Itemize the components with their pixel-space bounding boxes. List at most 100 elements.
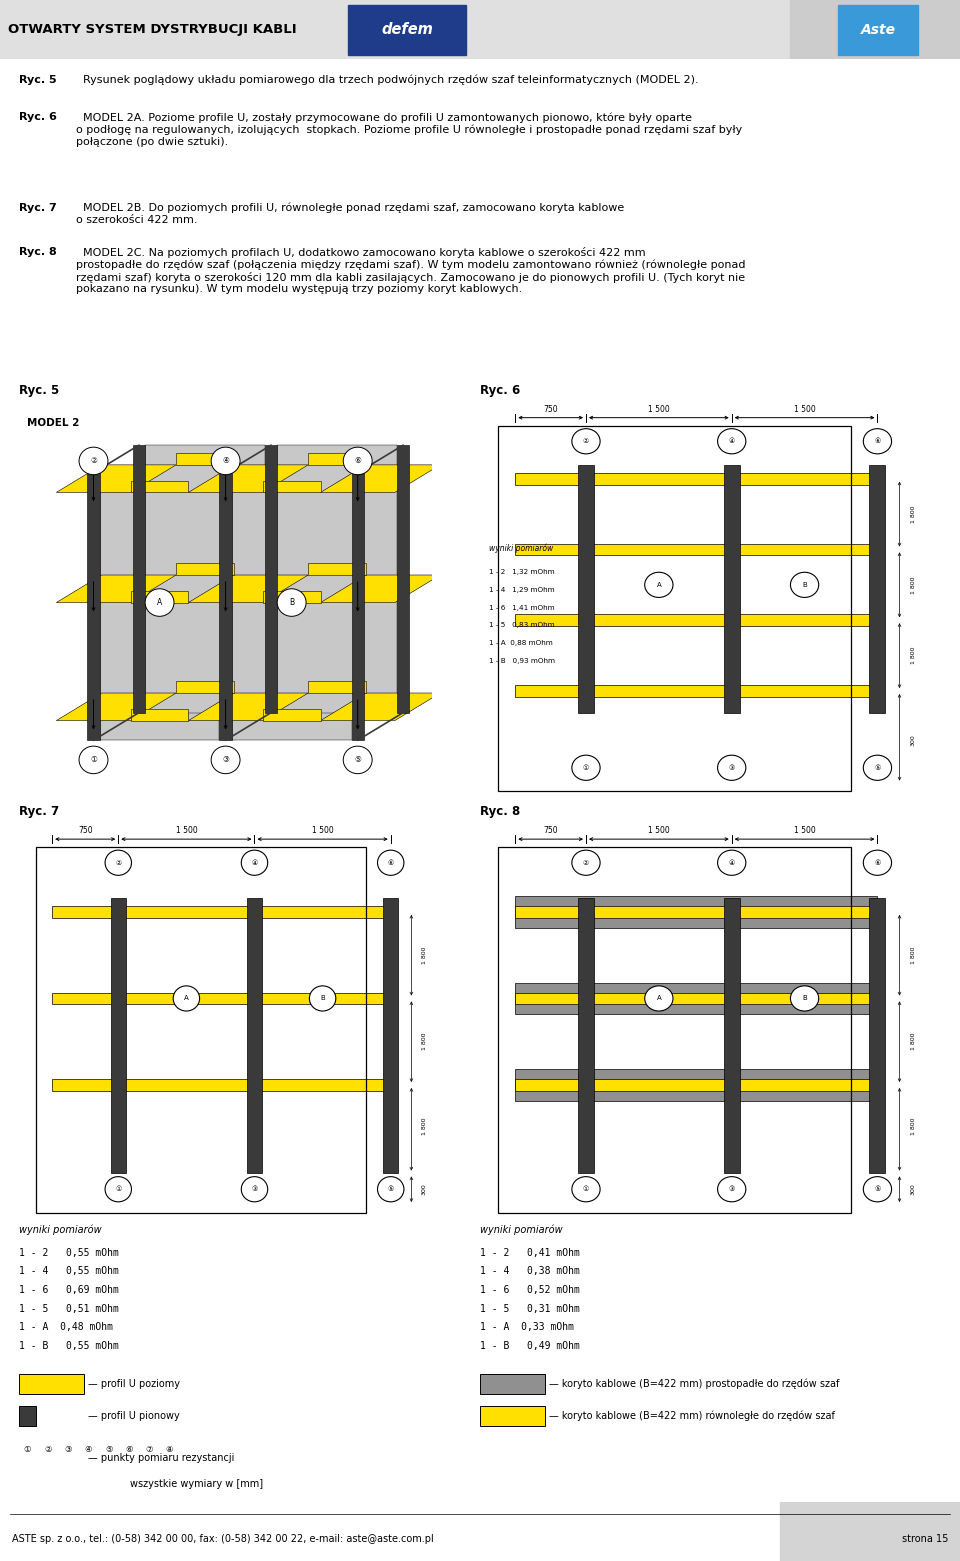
Text: 1 - 6   0,69 mOhm: 1 - 6 0,69 mOhm <box>19 1285 119 1296</box>
Text: A: A <box>657 996 661 1002</box>
Text: Ryc. 5: Ryc. 5 <box>19 75 57 84</box>
Text: ⑥: ⑥ <box>875 439 880 445</box>
Text: 1 800: 1 800 <box>421 1118 426 1135</box>
Text: 1 800: 1 800 <box>910 506 916 523</box>
Bar <box>247 898 262 1174</box>
Bar <box>308 453 366 465</box>
Bar <box>132 445 145 713</box>
Text: 1 - 4   1,29 mOhm: 1 - 4 1,29 mOhm <box>489 587 555 593</box>
Bar <box>263 590 321 603</box>
Text: 1 800: 1 800 <box>421 946 426 965</box>
Text: 1 800: 1 800 <box>910 576 916 593</box>
Text: ③: ③ <box>252 1186 257 1193</box>
Text: 750: 750 <box>543 826 558 835</box>
Text: 1 - B   0,49 mOhm: 1 - B 0,49 mOhm <box>480 1341 580 1350</box>
Bar <box>131 481 188 492</box>
Text: MODEL 2A. Poziome profile U, zostały przymocowane do profili U zamontowanych pio: MODEL 2A. Poziome profile U, zostały prz… <box>77 112 743 147</box>
Circle shape <box>79 746 108 774</box>
Bar <box>308 564 366 574</box>
Text: Ryc. 8: Ryc. 8 <box>480 805 520 818</box>
Text: MODEL 2B. Do poziomych profili U, równoległe ponad rzędami szaf, zamocowano kory: MODEL 2B. Do poziomych profili U, równol… <box>77 203 625 225</box>
Bar <box>516 896 877 927</box>
Circle shape <box>211 746 240 774</box>
Bar <box>724 898 739 1174</box>
Polygon shape <box>57 693 176 721</box>
Bar <box>277 445 396 713</box>
Bar <box>351 473 364 740</box>
Bar <box>308 681 366 693</box>
Text: ④: ④ <box>729 439 734 445</box>
Bar <box>52 993 391 1004</box>
Circle shape <box>717 429 746 454</box>
Text: A: A <box>657 582 661 588</box>
Text: ⑤: ⑤ <box>105 1444 112 1453</box>
Text: 1 - 5   0,83 mOhm: 1 - 5 0,83 mOhm <box>489 623 555 628</box>
Circle shape <box>717 1177 746 1202</box>
Text: ⑧: ⑧ <box>166 1444 173 1453</box>
Text: 1 - B   0,55 mOhm: 1 - B 0,55 mOhm <box>19 1341 119 1350</box>
Text: ①: ① <box>90 756 97 765</box>
Text: wszystkie wymiary w [mm]: wszystkie wymiary w [mm] <box>130 1478 263 1489</box>
Text: 1 800: 1 800 <box>910 946 916 965</box>
Bar <box>131 590 188 603</box>
Bar <box>516 905 877 918</box>
Circle shape <box>572 1177 600 1202</box>
Circle shape <box>572 756 600 780</box>
Polygon shape <box>188 693 308 721</box>
Text: 1 - B   0,93 mOhm: 1 - B 0,93 mOhm <box>489 657 555 663</box>
Text: Ryc. 6: Ryc. 6 <box>19 112 57 122</box>
Bar <box>780 1502 960 1561</box>
Circle shape <box>344 446 372 475</box>
Text: 1 - A  0,33 mOhm: 1 - A 0,33 mOhm <box>480 1322 574 1332</box>
Text: Ryc. 7: Ryc. 7 <box>19 805 60 818</box>
Bar <box>110 898 126 1174</box>
Text: 1 500: 1 500 <box>176 826 197 835</box>
Bar <box>516 1079 877 1091</box>
Bar <box>870 898 885 1174</box>
Text: B: B <box>321 996 325 1002</box>
Text: strona 15: strona 15 <box>901 1534 948 1544</box>
Circle shape <box>105 1177 132 1202</box>
Text: Ryc. 7: Ryc. 7 <box>19 203 57 212</box>
Text: ④: ④ <box>729 860 734 866</box>
Text: 300: 300 <box>910 1183 916 1196</box>
Text: A: A <box>156 598 162 607</box>
Text: 1 - 5   0,31 mOhm: 1 - 5 0,31 mOhm <box>480 1303 580 1313</box>
Circle shape <box>277 588 306 617</box>
Text: 1 - 2   1,32 mOhm: 1 - 2 1,32 mOhm <box>489 570 555 574</box>
Polygon shape <box>321 574 441 603</box>
Bar <box>480 1405 544 1427</box>
Text: ④: ④ <box>222 456 229 465</box>
Bar <box>52 1079 391 1091</box>
Bar <box>516 983 877 1015</box>
Text: 1 500: 1 500 <box>794 404 815 414</box>
Text: ②: ② <box>583 439 589 445</box>
Bar <box>87 473 100 740</box>
Bar <box>480 1374 544 1394</box>
Text: 1 - 6   0,52 mOhm: 1 - 6 0,52 mOhm <box>480 1285 580 1296</box>
Bar <box>870 465 885 713</box>
Text: ⑦: ⑦ <box>146 1444 153 1453</box>
Text: 300: 300 <box>910 734 916 746</box>
Circle shape <box>572 429 600 454</box>
Circle shape <box>572 851 600 876</box>
Text: 1 500: 1 500 <box>648 826 670 835</box>
Text: 750: 750 <box>78 826 92 835</box>
Bar <box>263 481 321 492</box>
Text: ②: ② <box>583 860 589 866</box>
Bar <box>176 564 234 574</box>
Text: wyniki pomiarów: wyniki pomiarów <box>480 1225 563 1235</box>
Bar <box>131 709 188 721</box>
Bar <box>578 898 594 1174</box>
Text: 1 500: 1 500 <box>312 826 333 835</box>
Text: 1 800: 1 800 <box>910 1033 916 1051</box>
Bar <box>516 615 877 626</box>
Text: 750: 750 <box>543 404 558 414</box>
Bar <box>145 445 265 713</box>
Text: — punkty pomiaru rezystancji: — punkty pomiaru rezystancji <box>88 1453 234 1463</box>
Bar <box>176 453 234 465</box>
Text: Ryc. 8: Ryc. 8 <box>19 247 57 256</box>
Circle shape <box>211 446 240 475</box>
Circle shape <box>790 987 819 1012</box>
Text: wyniki pomiarów: wyniki pomiarów <box>489 543 553 554</box>
